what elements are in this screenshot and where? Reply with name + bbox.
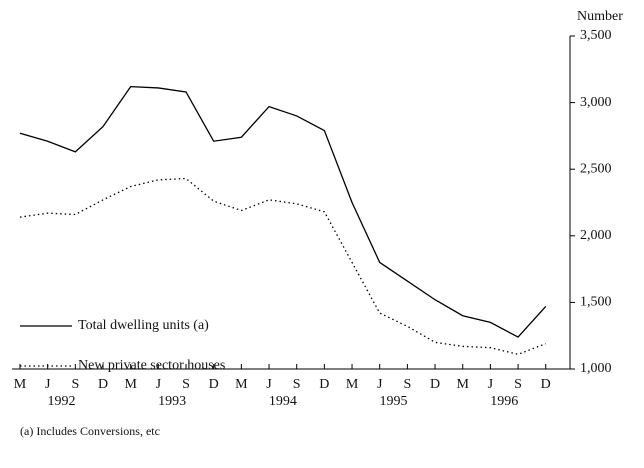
x-tick-label: M [14,377,27,392]
y-tick-label: 3,500 [580,28,612,43]
x-tick-label: S [514,377,522,392]
x-tick-label: S [71,377,79,392]
year-label: 1992 [48,394,76,409]
x-tick-label: M [235,377,248,392]
x-tick-label: S [403,377,411,392]
x-tick-label: S [293,377,301,392]
x-tick-label: M [124,377,137,392]
y-tick-label: 1,500 [580,295,612,310]
x-tick-label: D [98,377,108,392]
legend-label: Total dwelling units (a) [78,318,209,333]
x-tick-label: J [377,377,383,392]
year-label: 1995 [380,394,408,409]
x-tick-label: J [266,377,272,392]
x-tick-label: D [541,377,551,392]
x-tick-label: D [430,377,440,392]
x-tick-label: S [182,377,190,392]
year-label: 1996 [490,394,518,409]
x-tick-label: J [156,377,162,392]
y-tick-label: 2,000 [580,228,612,243]
y-tick-label: 1,000 [580,361,612,376]
x-tick-label: D [319,377,329,392]
y-tick-label: 3,000 [580,95,612,110]
y-axis-label: Number [577,9,623,24]
x-tick-label: M [456,377,469,392]
year-label: 1994 [269,394,297,409]
x-tick-label: M [346,377,359,392]
legend-label: New private sector houses [78,358,225,373]
series-line [19,85,547,338]
x-tick-label: J [488,377,494,392]
x-tick-label: D [209,377,219,392]
y-tick-label: 2,500 [580,161,612,176]
year-label: 1993 [158,394,186,409]
x-tick-label: J [45,377,51,392]
footnote: (a) Includes Conversions, etc [20,424,160,438]
series-line [19,177,546,356]
